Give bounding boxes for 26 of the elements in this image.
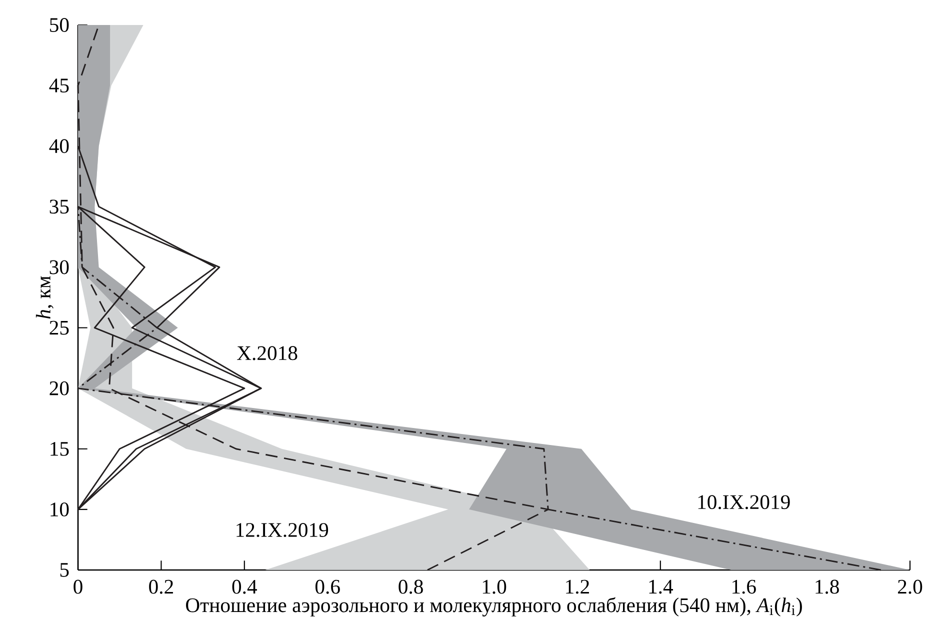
y-tick-label: 20 [50,381,69,396]
y-tick-label: 30 [50,260,69,274]
x-tick-label: 0 [74,580,82,594]
x-axis-title: Отношение аэрозольного и молекулярного ослабления (540 нм), A$_{i}$(h$_{i}$) [186,597,802,616]
y-tick-label: 50 [50,18,69,32]
x-tick-label: 0.8 [398,580,423,594]
annotation: X.2018 [237,346,298,360]
x-tick-label: 1.6 [732,580,756,594]
annotation: 12.IX.2019 [236,523,328,538]
x-tick-label: 0.6 [315,580,340,594]
x-tick-label: 2.0 [898,580,922,594]
annotation: 10.IX.2019 [698,495,790,510]
y-tick-label: 35 [50,200,69,214]
x-tick-label: 1.4 [649,580,674,594]
x-tick-label: 1.0 [482,580,506,594]
y-tick-label: 25 [50,320,69,335]
x-tick-label: 1.2 [566,580,589,594]
y-tick-label: 15 [50,442,69,456]
y-tick-label: 40 [49,139,69,154]
y-tick-label: 45 [49,78,69,92]
y-tick-label: 10 [50,502,69,516]
y-axis-title: h, км [36,276,54,319]
y-tick-label: 5 [60,563,69,577]
x-tick-label: 0.2 [149,580,173,594]
x-tick-label: 1.8 [816,580,839,594]
x-tick-label: 0.4 [232,580,258,594]
